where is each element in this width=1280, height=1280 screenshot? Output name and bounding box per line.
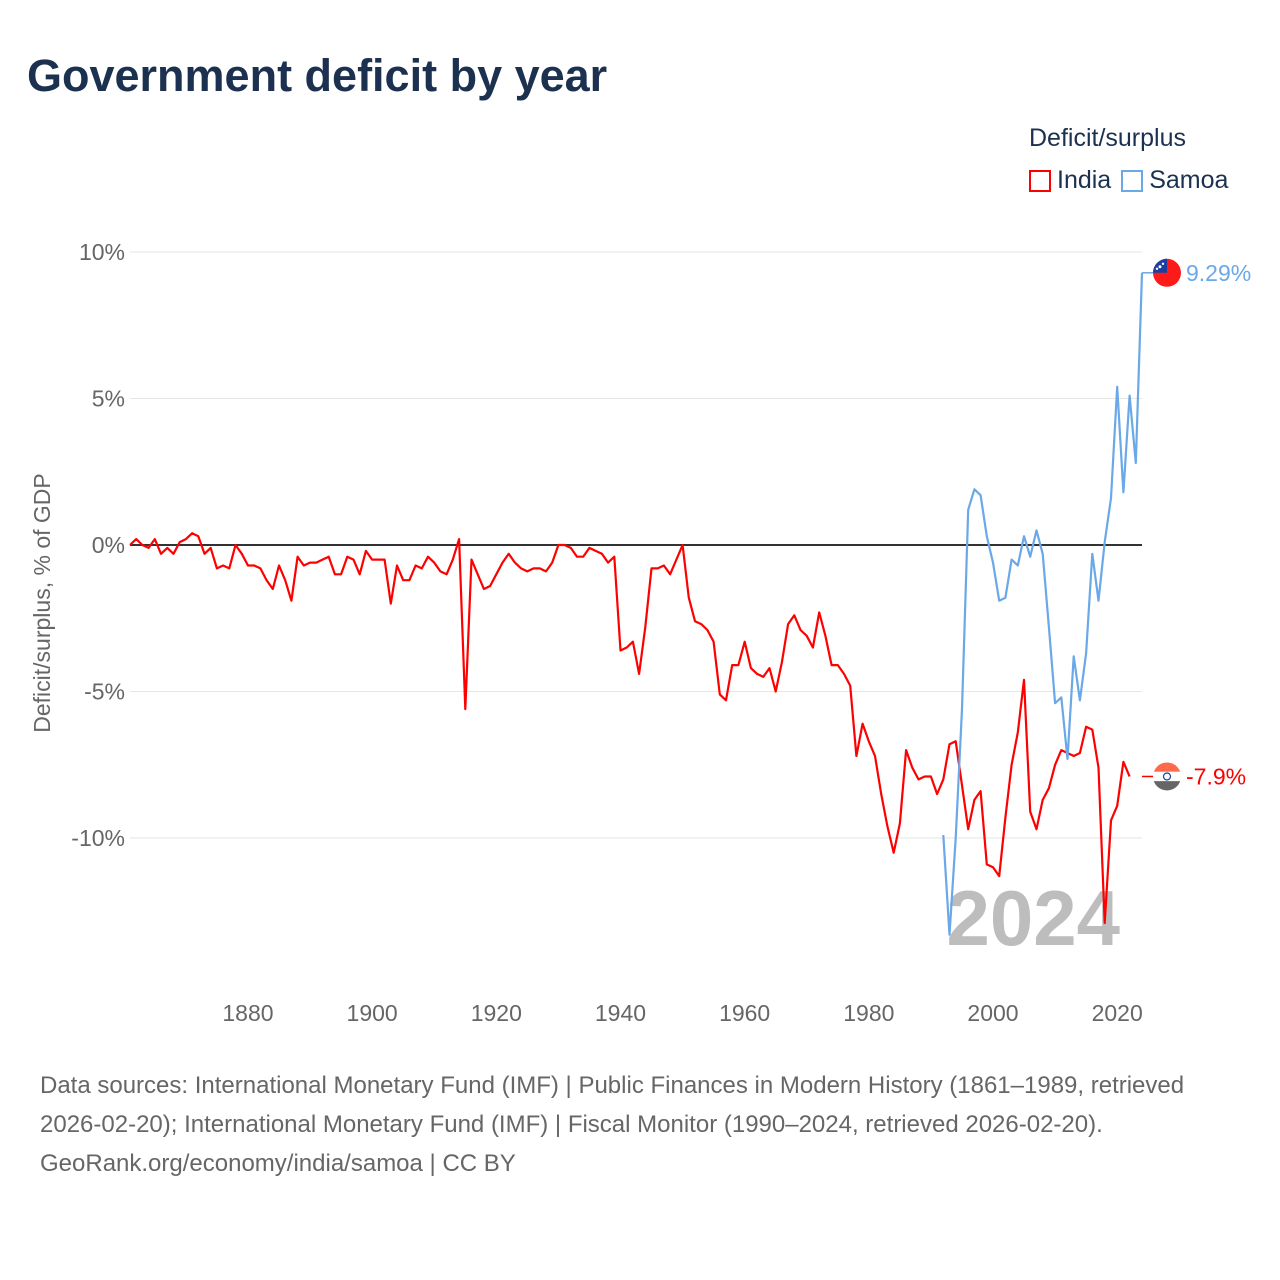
legend-item-india[interactable]: India xyxy=(1029,166,1111,195)
samoa-flag-icon xyxy=(1153,258,1181,287)
year-watermark: 2024 xyxy=(946,874,1120,962)
y-axis-label: Deficit/surplus, % of GDP xyxy=(29,473,55,732)
x-tick-label: 1880 xyxy=(222,1000,273,1026)
x-tick-label: 1960 xyxy=(719,1000,770,1026)
x-tick-label: 1940 xyxy=(595,1000,646,1026)
legend-swatch-india xyxy=(1029,169,1051,192)
legend-item-samoa[interactable]: Samoa xyxy=(1121,166,1228,195)
data-sources: Data sources: International Monetary Fun… xyxy=(40,1072,1185,1138)
india-flag-icon xyxy=(1153,762,1181,791)
end-value-label-india: -7.9% xyxy=(1186,763,1246,789)
legend: India Samoa xyxy=(1029,166,1228,195)
footer: Data sources: International Monetary Fun… xyxy=(40,1066,1240,1183)
y-tick-label: 10% xyxy=(79,239,125,265)
series-line-samoa xyxy=(942,272,1144,936)
legend-label-samoa: Samoa xyxy=(1149,166,1229,194)
legend-title: Deficit/surplus xyxy=(1029,124,1186,152)
y-tick-label: 5% xyxy=(92,386,125,412)
y-tick-label: -10% xyxy=(71,825,125,851)
x-tick-label: 1980 xyxy=(843,1000,894,1026)
x-tick-label: 2000 xyxy=(967,1000,1018,1026)
legend-label-india: India xyxy=(1057,166,1112,194)
series-line-india xyxy=(129,532,1131,925)
chart-title: Government deficit by year xyxy=(27,50,608,101)
y-tick-label: -5% xyxy=(84,679,125,705)
y-tick-label: 0% xyxy=(92,532,125,558)
end-value-label-samoa: 9.29% xyxy=(1186,260,1251,286)
x-tick-label: 1920 xyxy=(471,1000,522,1026)
x-tick-label: 1900 xyxy=(347,1000,398,1026)
legend-swatch-samoa xyxy=(1121,169,1144,192)
credit-link[interactable]: GeoRank.org/economy/india/samoa | CC BY xyxy=(40,1150,516,1177)
x-tick-label: 2020 xyxy=(1092,1000,1143,1026)
